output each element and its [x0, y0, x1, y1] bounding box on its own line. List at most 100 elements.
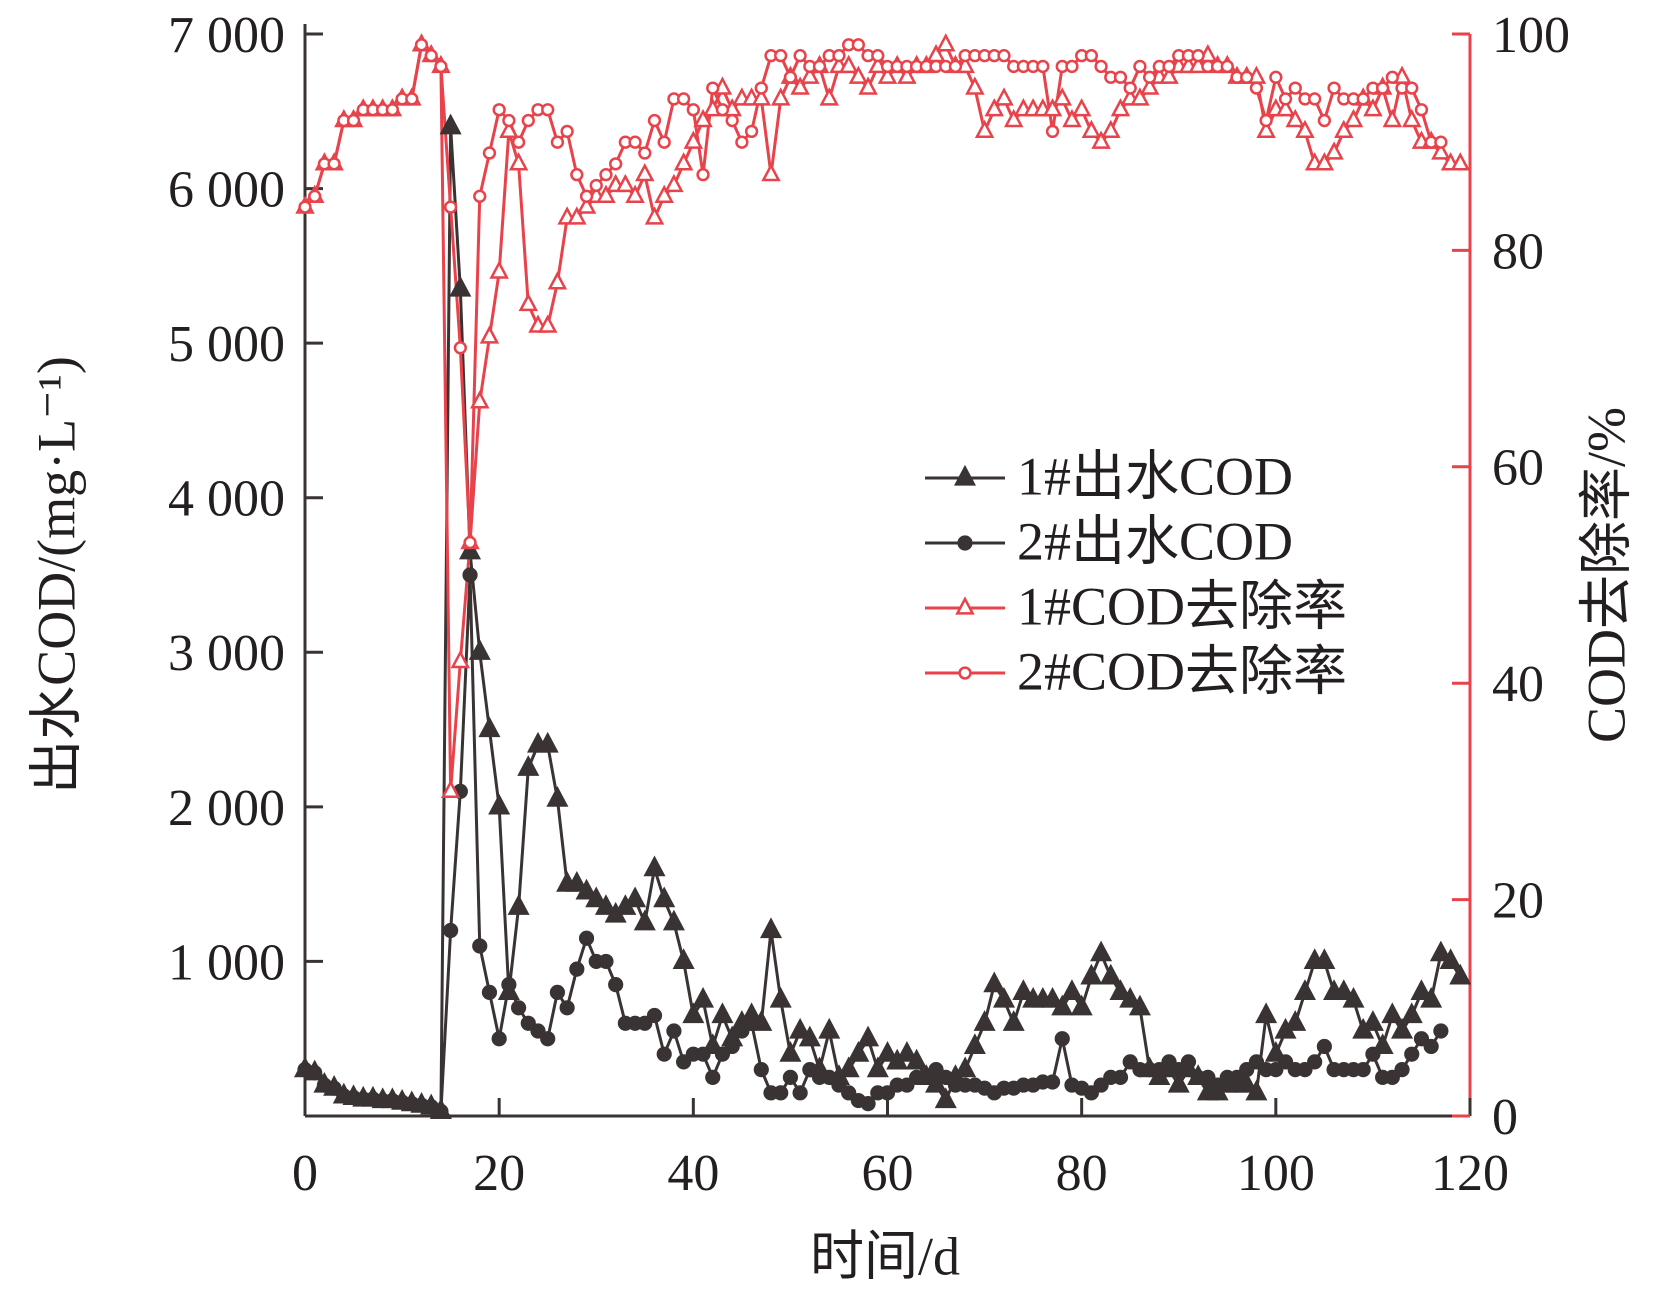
triangle-marker	[1381, 1002, 1404, 1024]
triangle-marker	[567, 206, 587, 225]
triangle-marker	[625, 184, 645, 203]
circle-marker	[559, 1000, 575, 1016]
circle-marker	[424, 48, 438, 63]
circle-marker	[327, 157, 341, 171]
triangle-marker	[683, 130, 704, 149]
triangle-marker	[1130, 87, 1150, 106]
triangle-marker	[644, 206, 665, 225]
circle-marker	[609, 157, 623, 171]
triangle-marker	[858, 76, 878, 95]
circle-marker	[482, 146, 497, 160]
legend-text: 2#出水COD	[1017, 511, 1293, 571]
triangle-marker	[1110, 98, 1131, 117]
circle-marker	[1375, 81, 1390, 95]
x-tick-label: 100	[1237, 1145, 1315, 1202]
triangle-marker	[1042, 98, 1063, 117]
triangle-marker	[468, 639, 491, 660]
triangle-marker	[1450, 152, 1471, 171]
triangle-marker	[507, 894, 530, 915]
triangle-marker	[693, 108, 713, 128]
circle-marker	[1093, 1077, 1109, 1093]
triangle-marker	[488, 793, 511, 815]
circle-marker	[1413, 1031, 1430, 1047]
circle-marker	[511, 135, 526, 149]
x-tick-label: 60	[862, 1145, 914, 1202]
triangle-marker	[653, 886, 676, 908]
circle-marker	[948, 59, 963, 74]
triangle-marker	[470, 390, 490, 409]
circle-marker	[938, 1069, 954, 1085]
triangle-marker	[635, 162, 655, 182]
circle-marker	[676, 1054, 692, 1070]
circle-marker	[1268, 1062, 1284, 1078]
triangle-marker	[877, 65, 898, 84]
triangle-marker	[769, 986, 792, 1008]
circle-marker	[782, 1069, 799, 1085]
x-axis-title: 时间/d	[810, 1226, 960, 1286]
y2-tick-label: 100	[1492, 7, 1570, 64]
circle-marker	[1171, 1062, 1187, 1078]
circle-marker	[463, 535, 477, 550]
triangle-marker	[770, 87, 791, 106]
circle-marker	[570, 168, 584, 182]
x-tick-label: 40	[667, 1145, 719, 1202]
circle-marker	[501, 977, 517, 993]
triangle-marker	[1091, 130, 1111, 149]
triangle-marker	[664, 173, 684, 193]
circle-marker	[860, 1096, 876, 1112]
circle-marker	[405, 92, 419, 106]
circle-marker	[1278, 92, 1293, 106]
circle-marker	[918, 1069, 934, 1085]
circle-marker	[1142, 70, 1157, 84]
y-tick-label: 3 000	[168, 625, 285, 682]
triangle-marker	[837, 1056, 860, 1078]
circle-marker	[453, 341, 467, 355]
circle-marker	[510, 1000, 527, 1016]
triangle-marker	[692, 986, 715, 1008]
circle-marker	[1054, 1031, 1070, 1047]
triangle-marker	[1275, 98, 1296, 117]
triangle-marker	[1245, 1079, 1268, 1101]
circle-marker	[1277, 1054, 1294, 1070]
circle-marker	[308, 189, 322, 203]
triangle-marker	[751, 87, 772, 106]
triangle-marker	[1052, 87, 1072, 106]
legend-text: 1#COD去除率	[1017, 576, 1347, 636]
circle-marker	[1259, 113, 1273, 128]
triangle-marker	[759, 917, 783, 939]
triangle-marker	[547, 271, 568, 290]
circle-marker	[472, 938, 488, 954]
circle-marker	[928, 1062, 944, 1078]
circle-marker	[1036, 59, 1050, 74]
circle-marker	[628, 135, 642, 149]
triangle-marker	[449, 275, 472, 297]
triangle-marker	[1051, 994, 1074, 1016]
circle-marker	[1133, 59, 1147, 74]
triangle-marker	[973, 1010, 996, 1031]
circle-marker	[637, 1015, 653, 1031]
circle-marker	[1229, 1069, 1245, 1085]
circle-marker	[754, 81, 768, 95]
triangle-marker	[643, 855, 666, 877]
circle-marker	[695, 1046, 711, 1062]
circle-marker	[793, 48, 807, 63]
circle-marker	[1191, 48, 1205, 63]
circle-marker	[1113, 70, 1128, 84]
triangle-marker	[1003, 108, 1024, 128]
x-tick-label: 0	[292, 1145, 318, 1202]
triangle-marker	[934, 1087, 957, 1109]
triangle-marker	[1041, 986, 1064, 1008]
circle-marker	[1384, 1069, 1400, 1085]
triangle-marker	[537, 314, 558, 333]
circle-marker	[443, 922, 459, 939]
triangle-marker	[478, 716, 501, 738]
circle-marker	[744, 124, 759, 139]
circle-marker	[1327, 81, 1341, 95]
circle-marker	[599, 168, 613, 182]
circle-marker	[734, 1023, 750, 1039]
circle-marker	[589, 178, 603, 193]
triangle-marker	[508, 152, 529, 171]
circle-marker	[560, 124, 574, 139]
circle-marker	[1355, 1062, 1371, 1078]
